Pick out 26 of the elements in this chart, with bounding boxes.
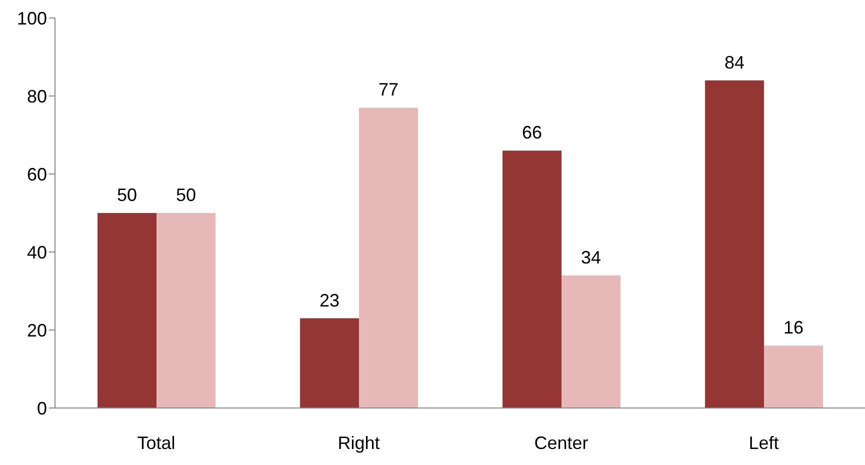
x-tick-label: Center bbox=[534, 432, 588, 453]
bar bbox=[764, 346, 824, 408]
bar bbox=[156, 213, 216, 408]
data-label: 66 bbox=[522, 122, 542, 143]
y-tick-label: 100 bbox=[16, 8, 47, 28]
data-label: 50 bbox=[176, 185, 196, 205]
bar bbox=[502, 150, 562, 408]
bar bbox=[300, 318, 360, 408]
bar bbox=[359, 108, 418, 408]
bar bbox=[98, 213, 157, 408]
x-tick-label: Right bbox=[338, 432, 380, 453]
data-label: 77 bbox=[378, 80, 399, 100]
x-tick-label: Total bbox=[137, 432, 176, 453]
y-tick-label: 40 bbox=[26, 242, 47, 262]
y-tick-label: 80 bbox=[26, 86, 47, 106]
data-label: 50 bbox=[117, 185, 138, 205]
bar bbox=[705, 80, 764, 408]
data-label: 84 bbox=[724, 52, 745, 72]
y-tick-label: 60 bbox=[26, 164, 47, 184]
y-tick-label: 0 bbox=[36, 398, 47, 418]
data-label: 16 bbox=[784, 318, 804, 338]
y-tick-label: 20 bbox=[26, 320, 47, 340]
bar bbox=[562, 275, 621, 408]
data-label: 34 bbox=[581, 247, 602, 268]
x-tick-label: Left bbox=[748, 432, 779, 453]
data-label: 23 bbox=[320, 290, 340, 310]
